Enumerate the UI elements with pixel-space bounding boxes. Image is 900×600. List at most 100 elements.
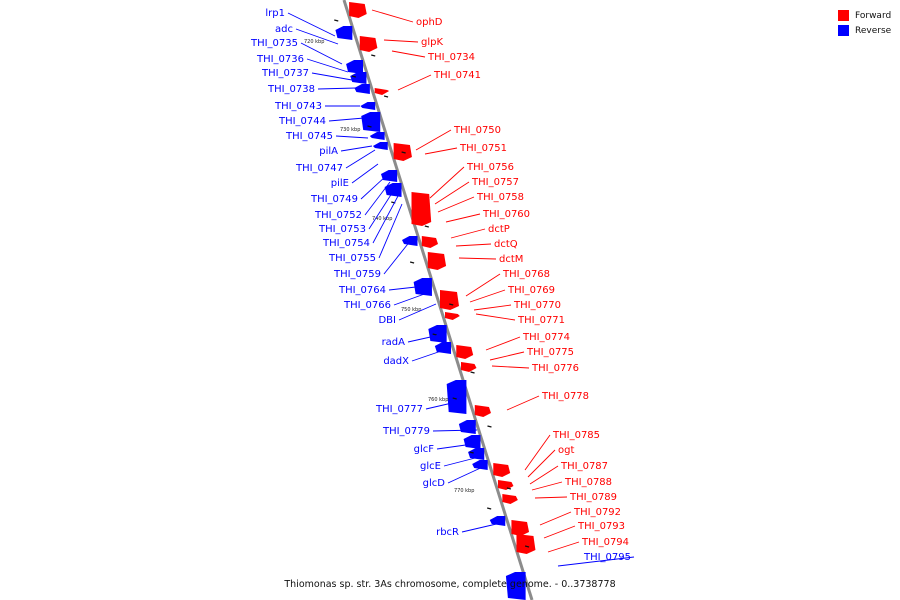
reverse-gene-block (463, 435, 481, 449)
tick-mark (469, 451, 474, 454)
forward-leader-line (455, 243, 492, 247)
forward-gene-label: THI_0750 (453, 125, 501, 136)
forward-gene-label: THI_0768 (502, 269, 550, 280)
forward-leader-line (429, 166, 465, 199)
reverse-leader-line (447, 464, 488, 484)
axis-tick-label: 740 kbp (372, 216, 392, 222)
forward-gene-block (411, 192, 432, 226)
reverse-gene-label: THI_0766 (343, 300, 391, 311)
reverse-gene-label: pilA (319, 146, 338, 157)
reverse-gene-label: THI_0747 (295, 163, 343, 174)
tick-mark (424, 225, 429, 228)
reverse-gene-block (335, 26, 353, 40)
forward-gene-block (440, 290, 459, 310)
forward-gene-block (349, 2, 367, 18)
forward-leader-line (383, 39, 419, 43)
axis-tick-label: 750 kbp (401, 307, 421, 313)
reverse-leader-line (335, 135, 369, 139)
reverse-gene-label: THI_0759 (333, 269, 381, 280)
reverse-gene-block (380, 170, 398, 182)
forward-gene-label: THI_0774 (522, 332, 570, 343)
forward-gene-label: THI_0789 (569, 492, 617, 503)
reverse-leader-line (388, 285, 426, 291)
forward-swatch (838, 10, 849, 21)
legend-forward: Forward (838, 8, 891, 23)
reverse-gene-block (346, 60, 363, 74)
reverse-leader-line (300, 42, 343, 65)
forward-leader-line (506, 395, 540, 411)
forward-gene-block (421, 236, 439, 248)
forward-leader-line (397, 74, 432, 91)
reverse-gene-label: THI_0749 (310, 194, 358, 205)
forward-leader-line (473, 304, 512, 311)
reverse-gene-label: THI_0744 (278, 116, 326, 127)
reverse-gene-label: THI_0737 (261, 68, 309, 79)
legend-reverse-label: Reverse (855, 25, 892, 36)
reverse-leader-line (328, 117, 365, 122)
tick-mark (487, 507, 492, 510)
reverse-leader-line (443, 455, 484, 467)
reverse-gene-block (384, 183, 402, 197)
forward-leader-line (529, 465, 559, 485)
reverse-leader-line (425, 399, 466, 410)
tick-mark (524, 545, 530, 548)
reverse-gene-label: glcF (414, 444, 435, 455)
forward-gene-label: THI_0760 (482, 209, 530, 220)
forward-leader-line (469, 289, 506, 303)
reverse-gene-block (434, 342, 452, 354)
forward-gene-label: dctM (499, 254, 523, 265)
tick-mark (367, 125, 372, 128)
reverse-gene-label: radA (382, 337, 406, 348)
forward-leader-line (475, 313, 516, 321)
forward-gene-label: glpK (421, 37, 443, 48)
reverse-gene-label: THI_0764 (338, 285, 386, 296)
reverse-gene-block (428, 325, 447, 343)
tick-mark (487, 425, 492, 428)
reverse-gene-label: THI_0735 (250, 38, 298, 49)
reverse-gene-label: THI_0752 (314, 210, 362, 221)
reverse-leader-line (311, 72, 353, 81)
forward-gene-block (511, 520, 530, 536)
tick-mark (449, 303, 454, 306)
forward-leader-line (434, 181, 470, 205)
forward-gene-label: THI_0770 (513, 300, 561, 311)
reverse-leader-line (295, 28, 339, 45)
reverse-gene-label: THI_0753 (318, 224, 366, 235)
forward-gene-block (497, 480, 514, 490)
tick-mark (351, 75, 356, 78)
reverse-leader-line (372, 195, 399, 244)
forward-leader-line (445, 213, 481, 223)
forward-gene-label: THI_0769 (507, 285, 555, 296)
forward-gene-block (516, 534, 536, 554)
legend-forward-label: Forward (855, 10, 892, 21)
reverse-gene-label: THI_0745 (285, 131, 333, 142)
forward-gene-label: dctP (488, 224, 510, 235)
reverse-gene-block (458, 420, 476, 434)
legend: Forward Reverse (838, 8, 891, 38)
forward-leader-line (415, 129, 452, 151)
tick-mark (371, 54, 376, 57)
reverse-gene-block (472, 460, 488, 470)
reverse-gene-label: lrp1 (265, 8, 285, 19)
forward-leader-line (534, 496, 568, 499)
forward-leader-line (437, 196, 475, 213)
reverse-leader-line (287, 12, 336, 37)
forward-leader-line (371, 9, 414, 23)
reverse-leader-line (378, 203, 403, 259)
chromosome-axis (342, 0, 534, 600)
forward-leader-line (424, 147, 458, 155)
reverse-gene-label: adc (275, 24, 293, 35)
reverse-gene-label: rbcR (436, 527, 459, 538)
reverse-gene-label: glcD (423, 478, 446, 489)
forward-leader-line (547, 541, 580, 553)
reverse-gene-block (350, 72, 367, 84)
forward-gene-label: THI_0775 (526, 347, 574, 358)
reverse-gene-block (369, 132, 385, 140)
forward-gene-label: THI_0792 (573, 507, 621, 518)
reverse-gene-label: THI_0738 (267, 84, 315, 95)
forward-gene-label: THI_0751 (459, 143, 507, 154)
forward-gene-label: THI_0758 (476, 192, 524, 203)
reverse-gene-label: dadX (383, 356, 409, 367)
reverse-gene-label: THI_0743 (274, 101, 322, 112)
forward-leader-line (543, 525, 576, 539)
